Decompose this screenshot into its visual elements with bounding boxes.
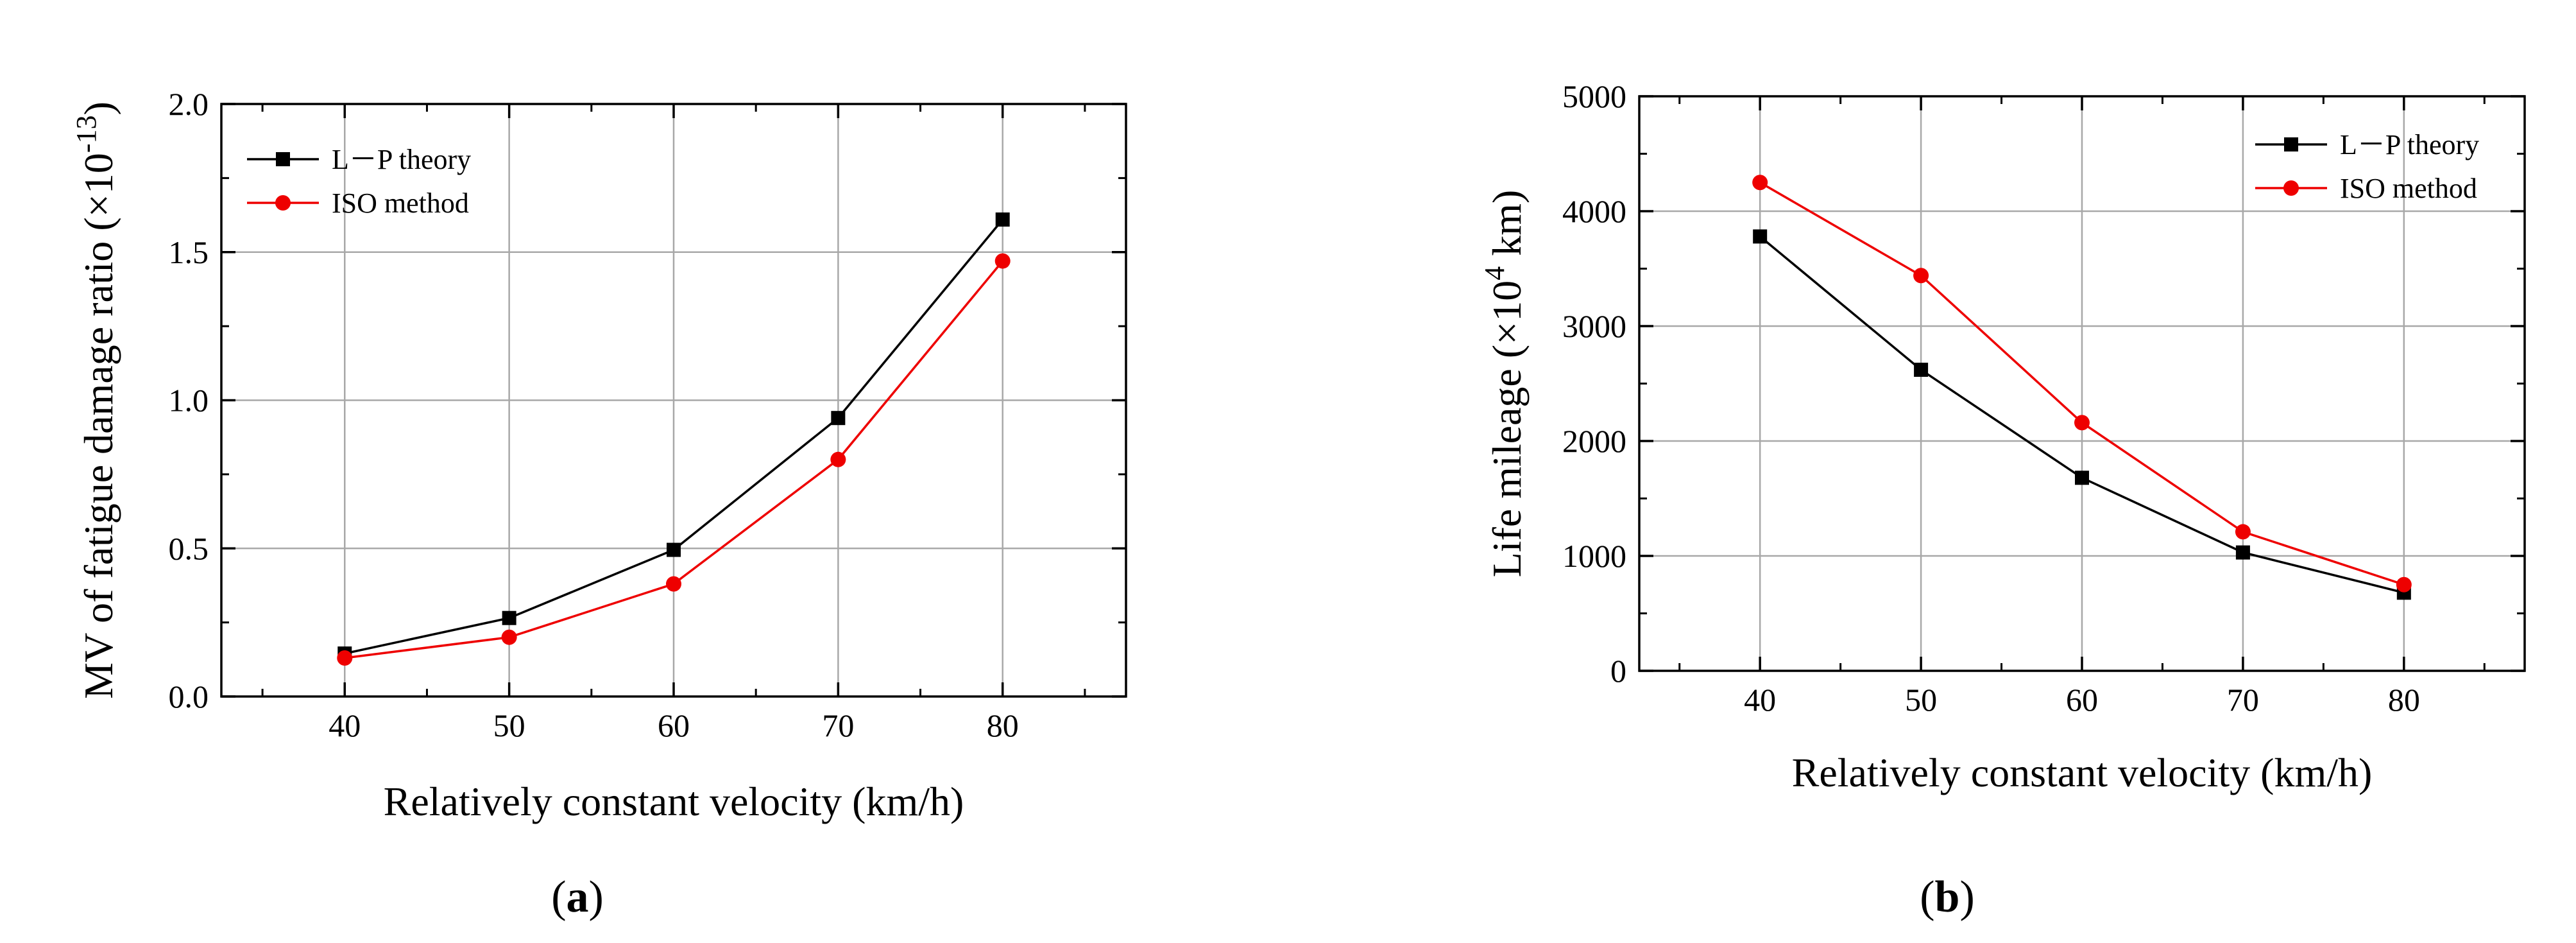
legend-label: L－P theory xyxy=(2340,129,2479,160)
y-axis-label-end: ) xyxy=(76,101,121,115)
data-point-square xyxy=(2075,471,2089,485)
data-point-circle xyxy=(666,576,681,592)
y-axis-label-main: Life mileage (×10 xyxy=(1484,281,1530,578)
legend-label: ISO method xyxy=(332,187,469,219)
data-point-square xyxy=(667,542,681,557)
legend: L－P theory ISO method xyxy=(247,144,471,219)
legend-label: ISO method xyxy=(2340,173,2477,204)
x-tick-label: 70 xyxy=(2227,682,2259,718)
data-point-circle xyxy=(1913,268,1929,284)
panel-label: (a) xyxy=(551,872,604,922)
legend-label: L－P theory xyxy=(332,144,471,175)
panel-label-letter: a xyxy=(567,872,589,922)
data-point-circle xyxy=(2235,524,2251,540)
data-point-square xyxy=(2235,545,2250,560)
panel-label-close: ) xyxy=(589,872,604,922)
data-point-circle xyxy=(830,451,846,467)
legend-marker-square xyxy=(2284,137,2298,151)
y-axis-label-end: km) xyxy=(1484,190,1530,266)
x-axis-label: Relatively constant velocity (km/h) xyxy=(1792,750,2373,795)
y-tick-label: 1000 xyxy=(1562,538,1626,574)
panel-label: (b) xyxy=(1920,872,1975,922)
y-tick-label: 1.5 xyxy=(169,234,209,270)
panel-label-open: ( xyxy=(551,872,566,922)
y-axis-label-exponent: -13 xyxy=(71,116,102,153)
x-tick-label: 50 xyxy=(493,707,525,743)
x-tick-label: 80 xyxy=(2388,682,2420,718)
y-axis-label-exponent: 4 xyxy=(1479,266,1510,281)
data-point-circle xyxy=(337,650,353,666)
x-axis-label: Relatively constant velocity (km/h) xyxy=(384,779,964,824)
data-point-circle xyxy=(2396,576,2412,593)
data-point-circle xyxy=(2074,415,2090,431)
y-tick-label: 1.0 xyxy=(169,383,209,419)
chart-panel-b: 40 50 60 70 80 0 1000 2000 3000 4000 5000 L－P theor… xyxy=(1479,78,2526,922)
y-axis-label: Life mileage (×104 km) xyxy=(1479,190,1530,578)
y-tick-label: 0 xyxy=(1610,653,1626,689)
y-axis-label: MV of fatigue damage ratio (×10-13) xyxy=(71,101,121,699)
y-tick-label: 5000 xyxy=(1562,78,1626,114)
x-tick-label: 50 xyxy=(1905,682,1937,718)
legend-marker-circle xyxy=(275,195,291,211)
panel-label-letter: b xyxy=(1935,872,1960,922)
data-point-circle xyxy=(994,253,1011,269)
legend: L－P theory ISO method xyxy=(2255,129,2479,204)
y-tick-label: 0.0 xyxy=(169,679,209,714)
data-point-square xyxy=(1914,363,1929,377)
legend-marker-circle xyxy=(2283,180,2299,196)
y-tick-label: 4000 xyxy=(1562,193,1626,229)
y-tick-label: 3000 xyxy=(1562,308,1626,344)
legend-marker-square xyxy=(276,152,290,166)
data-point-square xyxy=(831,411,846,426)
data-point-square xyxy=(995,212,1010,227)
data-point-square xyxy=(502,610,516,625)
y-tick-label: 2000 xyxy=(1562,423,1626,459)
data-point-circle xyxy=(501,629,517,645)
x-tick-label: 40 xyxy=(328,707,361,743)
x-tick-label: 40 xyxy=(1744,682,1776,718)
panel-label-close: ) xyxy=(1959,872,1974,922)
x-tick-label: 60 xyxy=(658,707,690,743)
x-tick-label: 70 xyxy=(822,707,854,743)
y-axis-label-main: MV of fatigue damage ratio (×10 xyxy=(76,153,121,699)
data-point-square xyxy=(1753,229,1768,244)
x-tick-label: 60 xyxy=(2066,682,2098,718)
chart-panel-a: 40 50 60 70 80 0.0 0.5 1.0 1.5 2.0 L－P theory ISO m… xyxy=(71,86,1127,922)
y-tick-label: 2.0 xyxy=(169,86,209,122)
x-tick-label: 80 xyxy=(987,707,1019,743)
data-point-circle xyxy=(1752,175,1768,191)
y-tick-label: 0.5 xyxy=(169,530,209,566)
panel-label-open: ( xyxy=(1920,872,1934,922)
